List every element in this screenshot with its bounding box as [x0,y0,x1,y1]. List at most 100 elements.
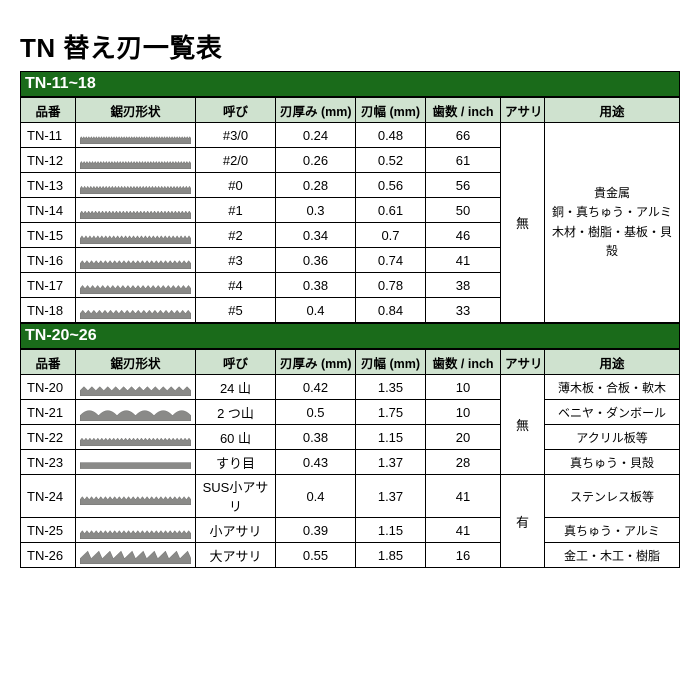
cell-width: 0.7 [356,223,426,248]
cell-width: 0.52 [356,148,426,173]
cell-width: 0.74 [356,248,426,273]
cell-shape [76,298,196,323]
section2-header: TN-20~26 [20,323,680,349]
col-part: 品番 [21,350,76,375]
cell-shape [76,425,196,450]
blade-shape-icon [80,226,191,244]
cell-size: 24 山 [196,375,276,400]
cell-part: TN-24 [21,475,76,518]
blade-shape-icon [80,378,191,396]
cell-tpi: 41 [426,475,501,518]
col-part: 品番 [21,98,76,123]
col-tpi: 歯数 / inch [426,98,501,123]
blade-shape-icon [80,276,191,294]
section2-table: 品番 鋸刃形状 呼び 刃厚み (mm) 刃幅 (mm) 歯数 / inch アサ… [20,349,680,568]
cell-part: TN-16 [21,248,76,273]
cell-part: TN-20 [21,375,76,400]
cell-thick: 0.43 [276,450,356,475]
col-shape: 鋸刃形状 [76,98,196,123]
cell-tpi: 41 [426,518,501,543]
col-use: 用途 [545,98,680,123]
cell-size: すり目 [196,450,276,475]
table-row: TN-25 小アサリ0.391.1541真ちゅう・アルミ [21,518,680,543]
cell-width: 1.85 [356,543,426,568]
cell-thick: 0.5 [276,400,356,425]
cell-shape [76,273,196,298]
cell-part: TN-23 [21,450,76,475]
cell-part: TN-22 [21,425,76,450]
col-asari: アサリ [501,98,545,123]
cell-size: #3/0 [196,123,276,148]
table-row: TN-24 SUS小アサリ0.41.3741有ステンレス板等 [21,475,680,518]
cell-size: SUS小アサリ [196,475,276,518]
cell-asari: 無 [501,375,545,475]
cell-thick: 0.26 [276,148,356,173]
col-size: 呼び [196,350,276,375]
cell-tpi: 56 [426,173,501,198]
cell-tpi: 10 [426,375,501,400]
cell-tpi: 33 [426,298,501,323]
cell-shape [76,248,196,273]
cell-part: TN-25 [21,518,76,543]
table-row: TN-11 #3/00.240.4866無貴金属銅・真ちゅう・アルミ木材・樹脂・… [21,123,680,148]
table-row: TN-20 24 山0.421.3510無薄木板・合板・軟木 [21,375,680,400]
blade-shape-icon [80,301,191,319]
cell-size: #4 [196,273,276,298]
cell-use: 金工・木工・樹脂 [545,543,680,568]
cell-part: TN-17 [21,273,76,298]
cell-part: TN-12 [21,148,76,173]
cell-size: #2/0 [196,148,276,173]
page-title: TN 替え刃一覧表 [20,28,680,65]
cell-size: #5 [196,298,276,323]
cell-tpi: 16 [426,543,501,568]
cell-shape [76,450,196,475]
cell-part: TN-13 [21,173,76,198]
cell-thick: 0.4 [276,475,356,518]
cell-shape [76,400,196,425]
col-asari: アサリ [501,350,545,375]
cell-thick: 0.24 [276,123,356,148]
blade-shape-icon [80,428,191,446]
cell-size: #3 [196,248,276,273]
cell-tpi: 66 [426,123,501,148]
section1-table: 品番 鋸刃形状 呼び 刃厚み (mm) 刃幅 (mm) 歯数 / inch アサ… [20,97,680,323]
cell-shape [76,198,196,223]
cell-shape [76,543,196,568]
cell-size: 大アサリ [196,543,276,568]
cell-thick: 0.34 [276,223,356,248]
table-row: TN-26 大アサリ0.551.8516 金工・木工・樹脂 [21,543,680,568]
section2-head-row: 品番 鋸刃形状 呼び 刃厚み (mm) 刃幅 (mm) 歯数 / inch アサ… [21,350,680,375]
col-size: 呼び [196,98,276,123]
cell-use: 真ちゅう・貝殻 [545,450,680,475]
table-row: TN-23 すり目0.431.3728 真ちゅう・貝殻 [21,450,680,475]
cell-use: ベニヤ・ダンボール [545,400,680,425]
cell-thick: 0.55 [276,543,356,568]
cell-thick: 0.28 [276,173,356,198]
cell-tpi: 20 [426,425,501,450]
col-thick: 刃厚み (mm) [276,98,356,123]
cell-size: 2 つ山 [196,400,276,425]
cell-part: TN-26 [21,543,76,568]
cell-size: #1 [196,198,276,223]
cell-shape [76,375,196,400]
cell-size: #0 [196,173,276,198]
section1-head-row: 品番 鋸刃形状 呼び 刃厚み (mm) 刃幅 (mm) 歯数 / inch アサ… [21,98,680,123]
cell-tpi: 50 [426,198,501,223]
col-tpi: 歯数 / inch [426,350,501,375]
cell-part: TN-14 [21,198,76,223]
blade-shape-icon [80,487,191,505]
cell-asari: 有 [501,475,545,568]
cell-size: 60 山 [196,425,276,450]
cell-tpi: 28 [426,450,501,475]
cell-width: 0.84 [356,298,426,323]
cell-width: 0.56 [356,173,426,198]
cell-width: 1.75 [356,400,426,425]
cell-width: 1.15 [356,518,426,543]
cell-use: ステンレス板等 [545,475,680,518]
cell-part: TN-18 [21,298,76,323]
cell-shape [76,475,196,518]
cell-thick: 0.38 [276,425,356,450]
col-use: 用途 [545,350,680,375]
cell-size: 小アサリ [196,518,276,543]
cell-width: 1.37 [356,450,426,475]
